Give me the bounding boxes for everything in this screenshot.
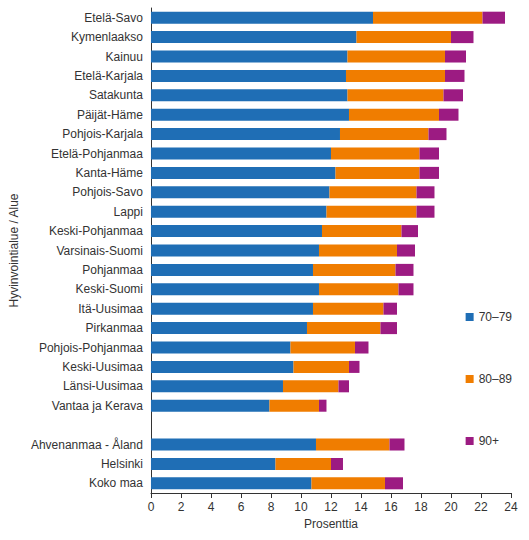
svg-text:Kanta-Häme: Kanta-Häme [76, 166, 144, 180]
svg-text:Etelä-Karjala: Etelä-Karjala [74, 69, 143, 83]
svg-text:16: 16 [384, 500, 398, 514]
svg-text:Kymenlaakso: Kymenlaakso [71, 30, 143, 44]
svg-text:Lappi: Lappi [114, 205, 143, 219]
svg-text:Pohjois-Karjala: Pohjois-Karjala [62, 127, 143, 141]
svg-text:Länsi-Uusimaa: Länsi-Uusimaa [63, 379, 143, 393]
svg-text:4: 4 [208, 500, 215, 514]
svg-text:Etelä-Pohjanmaa: Etelä-Pohjanmaa [51, 147, 143, 161]
svg-text:Keski-Suomi: Keski-Suomi [76, 282, 143, 296]
svg-text:12: 12 [324, 500, 338, 514]
svg-text:Vantaa ja Kerava: Vantaa ja Kerava [52, 399, 143, 413]
svg-text:80–89: 80–89 [479, 372, 513, 386]
svg-text:Koko maa: Koko maa [89, 476, 143, 490]
svg-text:Satakunta: Satakunta [89, 88, 143, 102]
svg-text:Keski-Uusimaa: Keski-Uusimaa [62, 360, 143, 374]
svg-text:14: 14 [354, 500, 368, 514]
svg-text:24: 24 [504, 500, 518, 514]
svg-text:8: 8 [268, 500, 275, 514]
svg-text:90+: 90+ [479, 434, 499, 448]
svg-text:6: 6 [238, 500, 245, 514]
svg-text:Hyvinvointialue / Alue: Hyvinvointialue / Alue [7, 193, 21, 307]
svg-text:20: 20 [444, 500, 458, 514]
svg-text:Etelä-Savo: Etelä-Savo [84, 11, 143, 25]
svg-text:Päijät-Häme: Päijät-Häme [77, 108, 143, 122]
svg-text:Keski-Pohjanmaa: Keski-Pohjanmaa [49, 224, 143, 238]
svg-text:Varsinais-Suomi: Varsinais-Suomi [56, 244, 142, 258]
svg-text:Pohjanmaa: Pohjanmaa [82, 263, 143, 277]
svg-text:70–79: 70–79 [479, 310, 513, 324]
svg-text:2: 2 [178, 500, 185, 514]
svg-text:Ahvenanmaa - Åland: Ahvenanmaa - Åland [31, 437, 143, 452]
svg-text:Pirkanmaa: Pirkanmaa [86, 321, 144, 335]
svg-text:Itä-Uusimaa: Itä-Uusimaa [78, 302, 143, 316]
svg-text:22: 22 [474, 500, 488, 514]
svg-text:Kainuu: Kainuu [106, 50, 143, 64]
svg-text:18: 18 [414, 500, 428, 514]
svg-text:Pohjois-Savo: Pohjois-Savo [72, 185, 143, 199]
svg-text:Prosenttia: Prosenttia [304, 517, 358, 531]
svg-text:Helsinki: Helsinki [101, 457, 143, 471]
svg-text:Pohjois-Pohjanmaa: Pohjois-Pohjanmaa [39, 341, 143, 355]
svg-text:0: 0 [148, 500, 155, 514]
svg-text:10: 10 [294, 500, 308, 514]
